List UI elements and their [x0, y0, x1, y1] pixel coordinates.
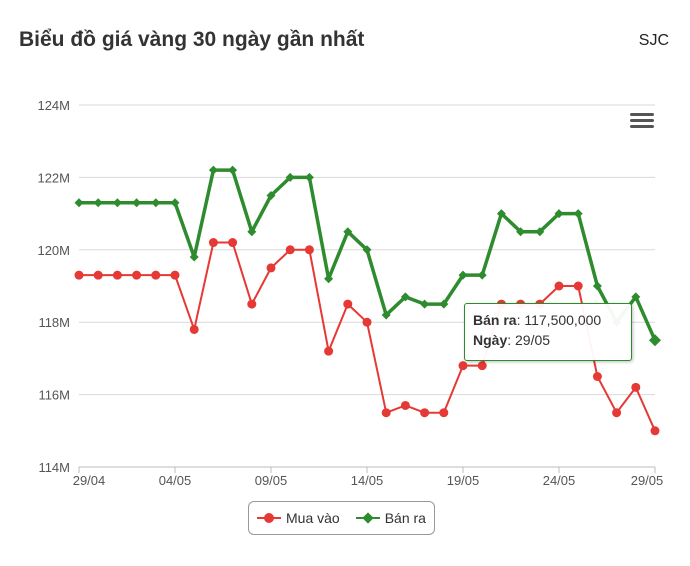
data-point-sell	[458, 270, 468, 280]
data-point-buy	[420, 408, 430, 418]
data-point-buy	[151, 270, 161, 280]
data-point-buy	[132, 270, 142, 280]
legend-buy-label: Mua vào	[286, 510, 340, 526]
data-point-sell	[304, 172, 314, 182]
data-point-sell	[477, 270, 487, 280]
data-point-buy	[381, 408, 391, 418]
chart-legend: Mua vào Bán ra	[248, 501, 435, 535]
tooltip-date-row: Ngày: 29/05	[473, 332, 551, 348]
data-point-sell	[516, 227, 526, 237]
x-tick-label: 04/05	[159, 473, 192, 488]
data-point-buy	[247, 299, 257, 309]
data-point-buy	[400, 400, 410, 410]
x-tick-label: 29/04	[73, 473, 106, 488]
legend-sell-symbol	[355, 512, 380, 524]
y-tick-label: 122M	[37, 170, 70, 185]
hamburger-menu-icon[interactable]	[630, 110, 654, 132]
tooltip-date-value: 29/05	[515, 332, 551, 348]
legend-item-sell[interactable]: Bán ra	[355, 510, 426, 526]
data-point-buy	[208, 238, 218, 248]
data-point-sell	[324, 274, 334, 284]
x-tick-label: 09/05	[255, 473, 288, 488]
data-point-buy	[74, 270, 84, 280]
data-point-sell	[151, 198, 161, 208]
x-tick-label: 29/05	[631, 473, 664, 488]
data-point-sell	[170, 198, 180, 208]
data-point-buy	[573, 281, 583, 291]
menu-bar	[630, 113, 654, 116]
data-point-buy	[650, 426, 660, 436]
data-point-buy	[170, 270, 180, 280]
data-point-buy	[324, 346, 334, 356]
data-point-sell-hovered	[649, 334, 661, 347]
data-point-sell	[381, 310, 391, 320]
data-point-buy	[458, 361, 468, 371]
data-point-sell	[132, 198, 142, 208]
data-point-sell	[343, 227, 353, 237]
x-tick-label: 14/05	[351, 473, 384, 488]
data-point-buy	[343, 299, 353, 309]
data-point-buy	[266, 263, 276, 273]
data-point-sell	[285, 172, 295, 182]
data-point-sell	[228, 165, 238, 175]
data-point-buy	[189, 324, 199, 334]
data-point-sell	[74, 198, 84, 208]
data-point-sell	[496, 209, 506, 219]
y-tick-label: 116M	[38, 388, 70, 403]
menu-bar	[630, 119, 654, 122]
data-point-buy	[362, 317, 372, 327]
menu-bar	[630, 125, 654, 128]
data-point-buy	[631, 382, 641, 392]
data-point-sell	[112, 198, 122, 208]
x-tick-label: 19/05	[447, 473, 480, 488]
x-tick-label: 24/05	[543, 473, 576, 488]
data-point-buy	[554, 281, 564, 291]
data-point-sell	[631, 292, 641, 302]
data-point-sell	[362, 245, 372, 255]
data-point-sell	[554, 209, 564, 219]
source-label: SJC	[638, 32, 669, 49]
legend-buy-symbol	[257, 512, 282, 524]
tooltip: Bán ra: 117,500,000 Ngày: 29/05	[464, 303, 632, 361]
tooltip-series-label: Bán ra	[473, 312, 517, 328]
data-point-buy	[304, 245, 314, 255]
y-tick-label: 118M	[38, 315, 70, 330]
y-tick-label: 124M	[37, 98, 70, 113]
tooltip-series-value: 117,500,000	[524, 312, 602, 328]
data-point-sell	[189, 252, 199, 262]
data-point-sell	[247, 227, 257, 237]
data-point-buy	[612, 408, 622, 418]
y-tick-label: 114M	[38, 460, 70, 475]
legend-item-buy[interactable]: Mua vào	[257, 510, 340, 526]
data-point-sell	[535, 227, 545, 237]
data-point-buy	[439, 408, 449, 418]
legend-sell-label: Bán ra	[384, 510, 426, 526]
data-point-buy	[477, 361, 487, 371]
data-point-sell	[208, 165, 218, 175]
tooltip-date-label: Ngày	[473, 332, 508, 348]
y-tick-label: 120M	[37, 243, 70, 258]
data-point-buy	[228, 238, 238, 248]
data-point-buy	[93, 270, 103, 280]
data-point-buy	[112, 270, 122, 280]
data-point-sell	[266, 191, 276, 200]
data-point-sell	[592, 281, 602, 291]
data-point-buy	[592, 372, 602, 381]
data-point-buy	[285, 245, 295, 255]
data-point-sell	[573, 209, 583, 219]
chart-title: Biểu đồ giá vàng 30 ngày gần nhất	[19, 28, 365, 51]
data-point-sell	[420, 299, 430, 309]
data-point-sell	[400, 292, 410, 302]
data-point-sell	[439, 299, 449, 309]
tooltip-series-row: Bán ra: 117,500,000	[473, 312, 602, 328]
data-point-sell	[93, 198, 103, 208]
